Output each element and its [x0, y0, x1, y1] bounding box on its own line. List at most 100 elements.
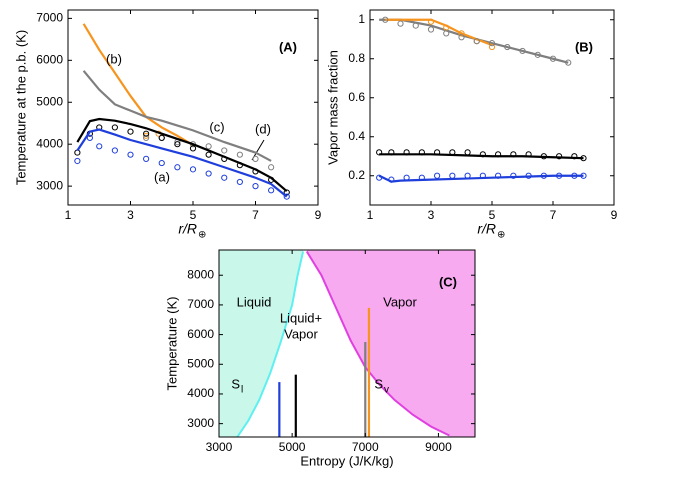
series-marker [252, 168, 259, 175]
annotation: (a) [154, 169, 170, 184]
y-tick-label: 0.6 [348, 90, 365, 104]
y-axis-label: Vapor mass fraction [325, 50, 340, 165]
y-tick-label: 7000 [36, 11, 63, 25]
series-marker [427, 18, 435, 25]
x-axis-label: r/R [477, 221, 496, 237]
series-marker [449, 149, 456, 156]
series-marker [458, 34, 465, 41]
series-marker [174, 141, 181, 148]
series-marker [418, 149, 425, 156]
y-axis-label: Temperature (K) [164, 297, 179, 391]
series-marker [519, 47, 526, 55]
x-axis-label: r/R [178, 221, 197, 237]
series-marker [525, 151, 532, 158]
series-marker [403, 149, 410, 156]
x-tick-label: 3 [127, 208, 134, 222]
phase-boundary [305, 250, 450, 437]
series-marker [388, 176, 395, 183]
series-marker [418, 174, 425, 181]
series-marker [580, 155, 587, 162]
series-marker [495, 151, 502, 158]
series-line [378, 174, 584, 183]
annotation: (A) [279, 39, 297, 54]
series-marker [388, 149, 395, 156]
series-marker [236, 151, 243, 158]
series-line [82, 70, 272, 162]
annotation: Vapor [284, 326, 318, 341]
series-line [76, 128, 288, 198]
x-axis-label-sub: ⊕ [497, 230, 505, 241]
series-marker [252, 183, 259, 190]
annotation: (B) [575, 39, 593, 54]
x-axis-label-sub: ⊕ [198, 230, 206, 241]
annotation: S [374, 376, 383, 391]
series-marker [434, 172, 441, 179]
series-marker [86, 134, 93, 142]
series-line [82, 23, 194, 146]
series-marker [268, 176, 275, 183]
y-tick-label: 5000 [187, 356, 214, 370]
series-marker [283, 193, 290, 200]
series-marker [464, 149, 471, 156]
series-marker [427, 26, 435, 33]
series-marker [268, 164, 275, 171]
series-marker [479, 151, 486, 158]
series-marker [236, 162, 243, 169]
series-line [385, 18, 493, 47]
y-axis-label: Temperature at the p.b. (K) [13, 30, 28, 185]
series-marker [443, 30, 450, 37]
x-tick-label: 5000 [279, 440, 306, 454]
series-marker [488, 40, 496, 47]
series-marker [111, 124, 118, 131]
x-tick-label: 7000 [352, 440, 379, 454]
axes-box [218, 249, 476, 438]
series-marker [571, 153, 578, 160]
y-tick-label: 3000 [187, 416, 214, 430]
annotation: Liquid [237, 294, 272, 309]
x-tick-label: 3 [428, 208, 435, 222]
series-marker [143, 130, 150, 137]
phase-region [306, 250, 475, 437]
x-tick-label: 5 [489, 208, 496, 222]
series-marker [458, 30, 465, 37]
annotation: Vapor [383, 294, 417, 309]
series-marker [158, 134, 165, 142]
series-marker [221, 155, 228, 162]
series-marker [397, 20, 404, 27]
series-marker [571, 172, 578, 179]
series-marker [534, 51, 541, 58]
series-marker [74, 157, 81, 165]
y-tick-label: 7000 [187, 297, 214, 311]
series-marker [127, 151, 134, 158]
series-marker [403, 174, 410, 181]
series-marker [189, 145, 197, 152]
y-tick-label: 6000 [36, 52, 63, 66]
series-marker [525, 172, 532, 179]
series-marker [221, 174, 228, 181]
y-tick-label: 5000 [36, 94, 63, 108]
phase-region [219, 250, 304, 437]
series-marker [111, 147, 118, 154]
series-marker [556, 172, 563, 179]
phase-boundary [236, 251, 305, 437]
annotation: (C) [439, 274, 457, 289]
series-marker [158, 159, 165, 167]
series-marker [434, 149, 441, 156]
y-tick-label: 0.2 [348, 168, 365, 182]
x-tick-label: 7 [550, 208, 557, 222]
series-marker [540, 153, 547, 160]
series-marker [540, 172, 547, 179]
annotation: (c) [209, 119, 224, 134]
series-marker [449, 172, 456, 179]
y-tick-label: 8000 [187, 267, 214, 281]
series-marker [443, 24, 450, 31]
series-marker [283, 189, 290, 196]
series-marker [510, 172, 517, 179]
series-marker [143, 134, 150, 142]
series-marker [221, 147, 228, 154]
series-marker [580, 172, 587, 179]
x-tick-label: 3000 [206, 440, 233, 454]
annotation: (d) [255, 121, 271, 136]
